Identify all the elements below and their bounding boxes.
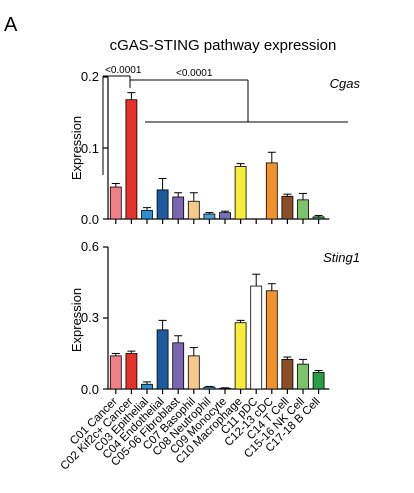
sting1-bar (203, 386, 216, 390)
cgas-gene-label: Cgas (330, 76, 361, 91)
sting1-bar (141, 383, 153, 390)
sting1-ytick-label: 0.0 (81, 382, 99, 397)
cgas-bar (219, 212, 231, 220)
cgas-panel: Expression Cgas 0.0 0.1 0.2 <0.0001 <0.0… (69, 65, 360, 227)
cgas-bar (125, 99, 138, 220)
sting1-bar (156, 329, 169, 390)
cgas-bar (109, 186, 122, 220)
cgas-bar (141, 210, 153, 220)
sting1-bar (312, 372, 325, 390)
cgas-bar (265, 162, 278, 220)
sting1-bar (172, 342, 185, 390)
sting1-bar (281, 359, 294, 390)
sting1-bar (219, 387, 231, 390)
cgas-bar (281, 195, 294, 220)
sting1-bar (297, 363, 309, 390)
cgas-ytick-label: 0.1 (81, 141, 99, 156)
cgas-y-ticks: 0.0 0.1 0.2 (81, 69, 99, 227)
cgas-bar (187, 200, 200, 220)
sting1-gene-label: Sting1 (323, 250, 360, 265)
sting1-bar (109, 355, 122, 390)
pvalue-annotation: <0.0001 (105, 65, 142, 76)
sting1-y-axis-label: Expression (69, 288, 84, 352)
cgas-bar (172, 196, 185, 220)
sting1-bar (187, 355, 200, 390)
cgas-ytick-label: 0.0 (81, 212, 99, 227)
sting1-bar (265, 290, 278, 390)
sting1-bar (125, 353, 138, 390)
panel-label: A (4, 14, 18, 36)
sting1-panel: Expression Sting1 0.0 0.3 0.6 (69, 239, 360, 397)
chart-title: cGAS-STING pathway expression (110, 37, 337, 54)
cgas-y-axis-label: Expression (69, 116, 84, 180)
cgas-bar (203, 213, 216, 220)
sting1-bar (234, 322, 247, 390)
sting1-ytick-label: 0.6 (81, 239, 99, 254)
cgas-bar (234, 166, 247, 220)
sting1-bar (250, 285, 263, 390)
pvalue-annotation: <0.0001 (176, 68, 213, 79)
cgas-ytick-label: 0.2 (81, 69, 99, 84)
cgas-bar (156, 189, 169, 220)
sting1-bars (103, 246, 330, 394)
cgas-bar (297, 199, 309, 220)
significance-brackets: <0.0001 <0.0001 (102, 65, 348, 175)
sting1-ytick-label: 0.3 (81, 310, 99, 325)
sting1-y-ticks: 0.0 0.3 0.6 (81, 239, 99, 397)
cgas-bars (103, 76, 330, 224)
cgas-bar (312, 216, 325, 220)
